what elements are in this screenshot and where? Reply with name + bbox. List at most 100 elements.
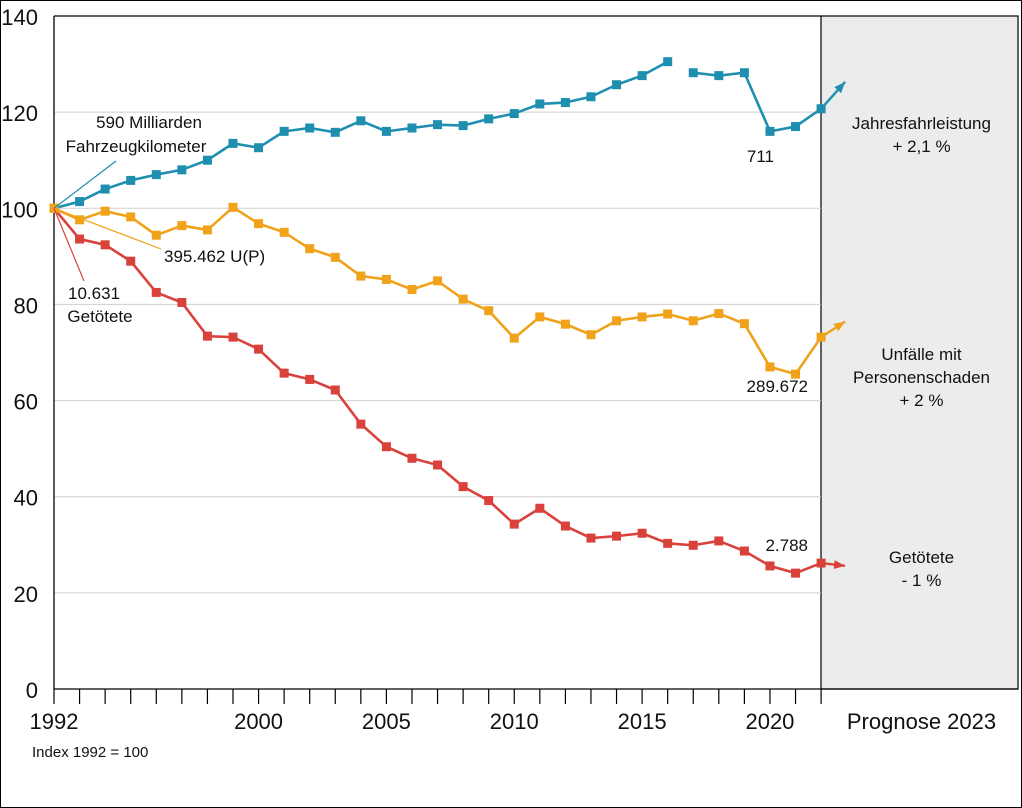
data-point-getoetete xyxy=(356,419,366,429)
y-tick-label: 120 xyxy=(1,101,38,126)
data-point-unfaelle xyxy=(100,206,110,216)
data-point-fahrleistung xyxy=(509,109,519,119)
series-line-fahrleistung xyxy=(693,71,822,133)
forecast-arrowhead-getoetete xyxy=(833,560,846,570)
data-point-fahrleistung xyxy=(202,155,212,165)
data-point-fahrleistung xyxy=(151,170,161,180)
data-point-unfaelle xyxy=(75,215,85,225)
data-point-fahrleistung xyxy=(381,126,391,136)
data-point-unfaelle xyxy=(458,294,468,304)
data-point-fahrleistung xyxy=(637,71,647,81)
forecast-axis-label: Prognose 2023 xyxy=(847,709,996,734)
data-point-unfaelle xyxy=(612,316,622,326)
start-label-fahrleistung-line2: Fahrzeugkilometer xyxy=(66,137,207,156)
data-point-getoetete xyxy=(612,531,622,541)
end-label-fahrleistung: 711 xyxy=(747,147,774,166)
data-point-unfaelle xyxy=(765,362,775,372)
data-point-unfaelle xyxy=(586,330,596,340)
data-point-fahrleistung xyxy=(560,98,570,108)
data-point-fahrleistung xyxy=(791,122,801,132)
data-point-getoetete xyxy=(688,540,698,550)
data-point-getoetete xyxy=(330,385,340,395)
data-point-fahrleistung xyxy=(433,120,443,130)
y-tick-label: 60 xyxy=(14,390,38,415)
data-point-getoetete xyxy=(305,374,315,384)
x-tick-label: 2015 xyxy=(618,709,667,734)
data-point-getoetete xyxy=(177,298,187,308)
data-point-unfaelle xyxy=(714,309,724,319)
x-tick-label: 2005 xyxy=(362,709,411,734)
forecast-arrowhead-fahrleistung xyxy=(834,81,846,94)
forecast-text-unfaelle: Personenschaden xyxy=(853,368,990,387)
data-point-fahrleistung xyxy=(688,68,698,78)
data-point-fahrleistung xyxy=(586,92,596,102)
data-point-fahrleistung xyxy=(765,126,775,136)
end-label-getoetete: 2.788 xyxy=(765,536,808,555)
data-point-getoetete xyxy=(126,256,136,266)
data-point-getoetete xyxy=(433,460,443,470)
y-tick-label: 20 xyxy=(14,582,38,607)
data-point-fahrleistung xyxy=(75,197,85,207)
start-label-getoetete-line2: Getötete xyxy=(67,307,132,326)
data-point-unfaelle xyxy=(791,369,801,379)
data-point-getoetete xyxy=(765,561,775,571)
data-point-unfaelle xyxy=(279,227,289,237)
data-point-fahrleistung xyxy=(663,57,673,67)
data-point-unfaelle xyxy=(254,219,264,229)
data-point-getoetete xyxy=(663,538,673,548)
data-point-unfaelle xyxy=(739,319,749,329)
leader-line-unfaelle xyxy=(53,207,162,250)
y-tick-label: 140 xyxy=(1,5,38,30)
data-point-unfaelle xyxy=(816,332,826,342)
data-point-getoetete xyxy=(637,528,647,538)
data-point-fahrleistung xyxy=(714,71,724,81)
data-point-getoetete xyxy=(816,558,826,568)
data-point-unfaelle xyxy=(381,274,391,284)
x-tick-label: 1992 xyxy=(30,709,79,734)
data-point-getoetete xyxy=(75,234,85,244)
series-line-fahrleistung xyxy=(53,60,669,210)
data-point-unfaelle xyxy=(177,221,187,231)
data-point-unfaelle xyxy=(484,306,494,316)
data-point-unfaelle xyxy=(202,225,212,235)
start-label-fahrleistung-line1: 590 Milliarden xyxy=(96,113,202,132)
data-point-unfaelle xyxy=(637,312,647,322)
data-point-fahrleistung xyxy=(330,127,340,137)
data-point-fahrleistung xyxy=(407,123,417,133)
data-point-fahrleistung xyxy=(305,123,315,133)
data-point-unfaelle xyxy=(560,319,570,329)
data-point-getoetete xyxy=(714,536,724,546)
data-point-fahrleistung xyxy=(254,143,264,153)
forecast-text-getoetete: Getötete xyxy=(889,548,954,567)
y-tick-label: 0 xyxy=(26,678,38,703)
data-point-getoetete xyxy=(458,482,468,492)
data-point-getoetete xyxy=(228,332,238,342)
x-tick-label: 2020 xyxy=(745,709,794,734)
data-point-getoetete xyxy=(202,331,212,341)
data-point-unfaelle xyxy=(535,312,545,322)
x-tick-label: 2010 xyxy=(490,709,539,734)
data-point-fahrleistung xyxy=(177,165,187,175)
y-tick-label: 80 xyxy=(14,293,38,318)
data-point-fahrleistung xyxy=(228,138,238,148)
data-point-unfaelle xyxy=(407,285,417,295)
start-label-getoetete-line1: 10.631 xyxy=(68,284,120,303)
data-point-getoetete xyxy=(100,240,110,250)
data-point-unfaelle xyxy=(330,252,340,262)
data-point-getoetete xyxy=(739,546,749,556)
data-point-unfaelle xyxy=(151,230,161,240)
data-point-getoetete xyxy=(254,344,264,354)
data-point-unfaelle xyxy=(356,271,366,281)
data-point-getoetete xyxy=(381,442,391,452)
start-label-unfaelle: 395.462 U(P) xyxy=(164,247,265,266)
data-point-fahrleistung xyxy=(458,121,468,131)
data-point-getoetete xyxy=(279,368,289,378)
data-point-unfaelle xyxy=(305,244,315,254)
data-point-fahrleistung xyxy=(100,184,110,194)
data-point-unfaelle xyxy=(688,316,698,326)
data-point-getoetete xyxy=(484,496,494,506)
data-point-getoetete xyxy=(791,568,801,578)
data-point-getoetete xyxy=(407,453,417,463)
leader-line-getoetete xyxy=(53,208,85,282)
forecast-text-unfaelle: Unfälle mit xyxy=(881,345,962,364)
